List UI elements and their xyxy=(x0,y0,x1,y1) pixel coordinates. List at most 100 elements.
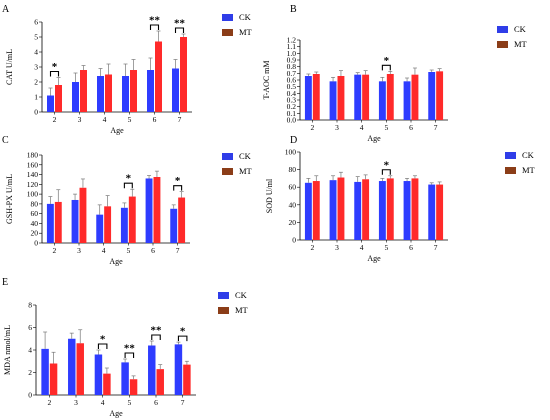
bar-ck xyxy=(94,354,103,395)
bar-mt xyxy=(54,201,62,243)
bar-mt xyxy=(49,363,58,395)
x-tick-label: 5 xyxy=(384,243,388,252)
bar-ck xyxy=(120,207,128,243)
legend: CK MT xyxy=(505,150,536,175)
x-tick-label: 3 xyxy=(74,398,78,407)
x-axis-label: Age xyxy=(109,409,123,418)
bar-ck xyxy=(41,348,49,395)
panel-label: A xyxy=(2,4,10,15)
bar-ck xyxy=(304,182,312,240)
bar-ck xyxy=(72,82,79,112)
bar-mt xyxy=(436,71,444,120)
legend-swatch-ck xyxy=(222,153,233,160)
significance-bracket xyxy=(123,182,133,189)
bar-mt xyxy=(386,178,394,240)
bar-mt xyxy=(130,70,137,112)
legend: CK MT xyxy=(222,12,253,37)
y-tick-label: 160 xyxy=(27,160,39,169)
bar-mt xyxy=(436,184,444,240)
y-tick-label: 0.3 xyxy=(287,96,297,105)
bar-mt xyxy=(103,373,111,395)
x-axis-label: Age xyxy=(367,134,381,143)
y-tick-label: 2 xyxy=(28,368,32,377)
bar-ck xyxy=(148,345,156,395)
legend: CK MT xyxy=(497,24,528,49)
legend: CK MT xyxy=(218,290,249,315)
x-tick-label: 2 xyxy=(52,246,56,255)
x-tick-label: 3 xyxy=(335,123,339,132)
x-tick-label: 4 xyxy=(102,246,106,255)
y-tick-label: 180 xyxy=(27,151,39,160)
significance-bracket xyxy=(174,27,185,33)
bar-ck xyxy=(122,76,129,112)
panel-label: B xyxy=(290,4,297,15)
y-tick-label: 60 xyxy=(31,209,39,218)
y-tick-label: 0.1 xyxy=(287,109,297,118)
legend-label-mt: MT xyxy=(514,39,528,49)
y-tick-label: 1 xyxy=(34,93,38,102)
y-tick-label: 5 xyxy=(34,33,38,42)
bar-ck xyxy=(68,338,76,395)
x-tick-label: 3 xyxy=(335,243,339,252)
x-tick-label: 4 xyxy=(360,243,364,252)
bar-ck xyxy=(71,199,79,243)
x-tick-label: 6 xyxy=(409,123,413,132)
bar-ck xyxy=(172,68,179,112)
legend-label-mt: MT xyxy=(239,27,253,37)
significance-label: ** xyxy=(149,15,161,27)
x-axis-label: Age xyxy=(110,126,124,135)
x-tick-label: 5 xyxy=(127,398,131,407)
legend-label-ck: CK xyxy=(514,24,527,34)
y-tick-label: 0.5 xyxy=(287,82,297,91)
x-tick-label: 5 xyxy=(128,115,132,124)
bar-ck xyxy=(428,72,436,120)
y-tick-label: 8 xyxy=(28,301,32,310)
y-axis-label: MDA nmol/mL xyxy=(3,325,12,375)
y-tick-label: 0.2 xyxy=(287,102,297,111)
bar-ck xyxy=(147,70,154,112)
legend-swatch-mt xyxy=(497,41,508,48)
y-tick-label: 4 xyxy=(28,346,32,355)
bar-mt xyxy=(411,178,419,240)
legend-label-ck: CK xyxy=(235,290,248,300)
legend-swatch-ck xyxy=(497,26,508,33)
significance-bracket xyxy=(173,185,183,191)
x-tick-label: 4 xyxy=(103,115,107,124)
bar-ck xyxy=(403,181,411,240)
y-tick-label: 120 xyxy=(27,180,39,189)
x-tick-label: 3 xyxy=(77,246,81,255)
y-tick-label: 20 xyxy=(31,229,39,238)
x-axis-label: Age xyxy=(109,257,123,266)
y-tick-label: 2 xyxy=(34,78,38,87)
x-tick-label: 4 xyxy=(101,398,105,407)
x-tick-label: 5 xyxy=(384,123,388,132)
significance-label: * xyxy=(52,61,58,73)
significance-label: ** xyxy=(124,343,136,355)
y-tick-label: 0 xyxy=(34,239,38,248)
bar-ck xyxy=(329,81,337,120)
bar-ck xyxy=(170,208,178,243)
y-axis-label: GSH-PX U/mL xyxy=(5,174,14,224)
bar-ck xyxy=(403,81,411,120)
x-tick-label: 2 xyxy=(53,115,57,124)
legend-label-ck: CK xyxy=(239,12,252,22)
x-tick-label: 3 xyxy=(78,115,82,124)
x-tick-label: 6 xyxy=(409,243,413,252)
bar-mt xyxy=(312,74,320,120)
bar-ck xyxy=(96,214,104,243)
y-tick-label: 140 xyxy=(27,170,39,179)
y-tick-label: 0.0 xyxy=(287,116,297,125)
y-tick-label: 0.9 xyxy=(287,56,297,65)
y-tick-label: 100 xyxy=(285,148,297,157)
y-tick-label: 1.1 xyxy=(287,42,297,51)
significance-bracket xyxy=(177,335,188,342)
legend: CK MT xyxy=(222,151,253,176)
bar-ck xyxy=(47,95,54,112)
legend-label-ck: CK xyxy=(239,151,252,161)
x-tick-label: 5 xyxy=(126,246,130,255)
bar-mt xyxy=(183,364,191,395)
